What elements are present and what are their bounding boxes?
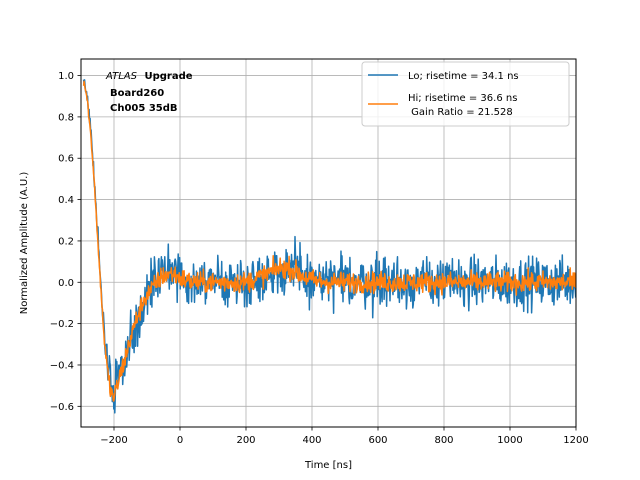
y-tick-label: −0.2 xyxy=(50,319,74,330)
series-hi-line xyxy=(82,80,576,402)
x-tick-label: 800 xyxy=(434,435,453,446)
x-tick-label: 1200 xyxy=(563,435,588,446)
y-tick-label: 0.4 xyxy=(58,195,74,206)
legend-label-hi-line: Gain Ratio = 21.528 xyxy=(408,107,513,118)
annotation-channel: Ch005 35dB xyxy=(110,103,178,114)
y-tick-label: −0.4 xyxy=(50,360,74,371)
atlas-annotation: ATLAS Upgrade Board260 Ch005 35dB xyxy=(105,71,193,114)
x-tick-label: 600 xyxy=(368,435,387,446)
annotation-board: Board260 xyxy=(110,88,164,99)
y-tick-label: −0.6 xyxy=(50,402,74,413)
y-tick-label: 0.8 xyxy=(58,112,74,123)
annotation-line-1: ATLAS Upgrade xyxy=(105,71,193,82)
x-tick-label: −200 xyxy=(100,435,127,446)
y-tick-label: 1.0 xyxy=(58,71,74,82)
legend-label-lo: Lo; risetime = 34.1 ns xyxy=(408,71,519,82)
legend-box xyxy=(361,61,570,127)
x-tick-label: 0 xyxy=(177,435,183,446)
x-axis-label: Time [ns] xyxy=(304,460,352,471)
annotation-atlas: ATLAS xyxy=(105,71,138,82)
annotation-upgrade: Upgrade xyxy=(144,71,192,82)
x-tick-label: 400 xyxy=(302,435,321,446)
y-axis-ticks: −0.6 −0.4 −0.2 0.0 0.2 0.4 0.6 0.8 1.0 xyxy=(50,71,81,413)
x-axis-ticks: −200 0 200 400 600 800 1000 1200 xyxy=(100,427,589,446)
series-group xyxy=(82,79,576,414)
legend-label-hi: Hi; risetime = 36.6 ns Gain Ratio = 21.5… xyxy=(408,93,517,118)
y-tick-label: 0.6 xyxy=(58,154,74,165)
legend-label-hi-line: Hi; risetime = 36.6 ns xyxy=(408,93,517,104)
axes-frame xyxy=(80,58,577,428)
y-axis-label: Normalized Amplitude (A.U.) xyxy=(19,172,30,315)
y-tick-label: 0.0 xyxy=(58,278,74,289)
x-tick-label: 200 xyxy=(236,435,255,446)
y-tick-label: 0.2 xyxy=(58,236,74,247)
x-tick-label: 1000 xyxy=(497,435,522,446)
legend: Lo; risetime = 34.1 ns Hi; risetime = 36… xyxy=(361,61,570,127)
